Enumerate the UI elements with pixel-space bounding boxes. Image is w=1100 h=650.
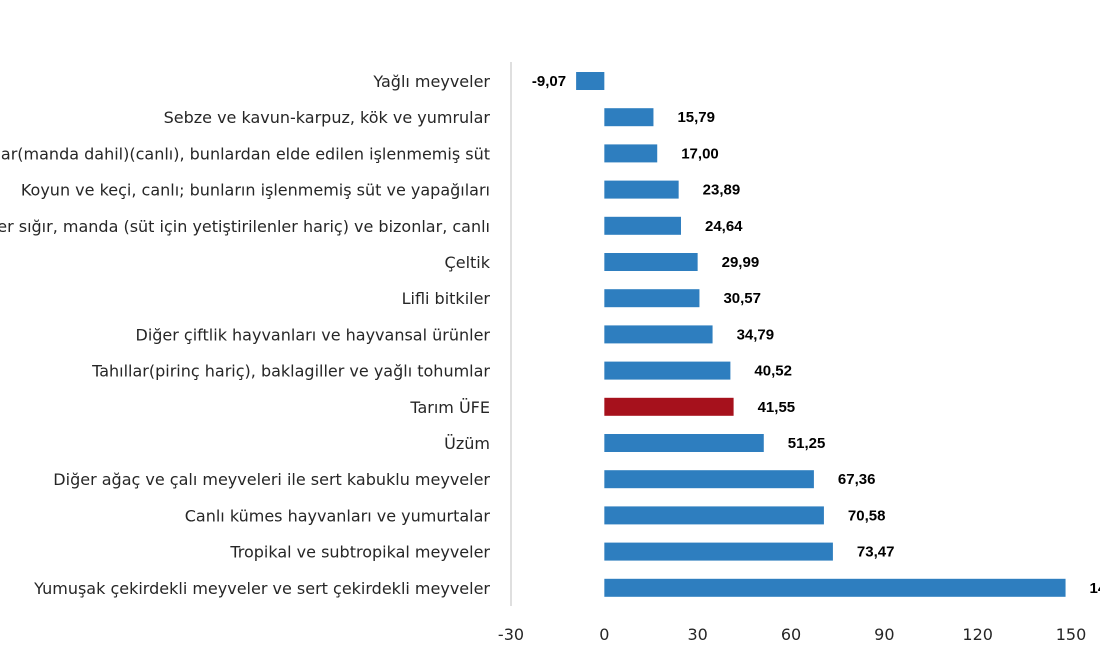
category-label: Diğer ağaç ve çalı meyveleri ile sert ka… [53,470,490,489]
x-tick-label: 150 [1056,625,1087,644]
x-tick-label: 90 [874,625,894,644]
x-axis-tick-labels: -30 0 30 60 90 120 150 [498,625,1086,644]
category-label: Tropikal ve subtropikal meyveler [229,543,490,562]
category-label: Üzüm [444,434,490,453]
bar-canli-kumes-hayvanlari-ve-yumurtalar [604,506,824,525]
category-label: Çeltik [445,253,491,272]
bar-diger-sigir-manda-sut-icin-yetistirilenl [604,216,681,235]
value-label: 73,47 [857,544,895,561]
value-label: 67,36 [838,471,876,488]
category-label: Diğer sığır, manda (süt için yetiştirile… [0,217,490,236]
bars-layer [576,72,1066,597]
bar-yumusak-cekirdekli-meyveler-ve-sert-ceki [604,578,1066,597]
x-tick-label: 60 [781,625,801,644]
bar-tarim-ufe [604,397,734,416]
category-label: Yağlı meyveler [372,72,490,91]
bar-tropikal-ve-subtropikal-meyveler [604,542,833,561]
category-labels: Yağlı meyveler Sebze ve kavun-karpuz, kök… [0,72,491,598]
value-label: 41,55 [758,399,796,416]
category-label: Tahıllar(pirinç hariç), baklagiller ve y… [91,362,490,381]
category-label: Yumuşak çekirdekli meyveler ve sert çeki… [33,579,490,598]
bar-diger-ciftlik-hayvanlari-ve-hayvansal-ur [604,325,713,344]
value-label: 29,99 [722,254,760,271]
bar-diger-agac-ve-cali-meyveleri-ile-sert-ka [604,470,814,489]
bar-celtik [604,253,698,271]
value-label: 70,58 [848,507,886,524]
x-tick-label: 30 [687,625,707,644]
bar-koyun-ve-keci-canli-bunlarin-islenmemis- [604,180,679,199]
bar-tahillar-pirinc-haric-baklagiller-ve-yag [604,361,731,380]
value-label: 17,00 [681,145,719,162]
category-label: Lifli bitkiler [402,289,491,308]
value-label: 30,57 [723,290,761,307]
bar-uzum [604,434,764,452]
value-label: 23,89 [703,182,741,199]
x-tick-label: 120 [962,625,993,644]
value-labels: -9,07 15,79 17,00 23,89 24,64 29,99 30,57 34,79… [532,73,1100,597]
bar-sebze-ve-kavun-karpuz-kok-ve-yumrular [604,108,654,127]
x-tick-label: -30 [498,625,524,644]
value-label: 148,25 [1090,580,1100,597]
value-label: 15,79 [677,109,715,126]
category-label: Diğer çiftlik hayvanları ve hayvansal ür… [136,325,491,344]
value-label: 24,64 [705,218,743,235]
category-label: Tarım ÜFE [409,398,490,417]
category-label: Sığırlar(manda dahil)(canlı), bunlardan … [0,144,490,163]
value-label: 34,79 [737,326,775,343]
bar-lifli-bitkiler [604,289,700,308]
value-label: -9,07 [532,73,566,90]
category-label: Canlı kümes hayvanları ve yumurtalar [185,506,491,525]
bar-sigirlar-manda-dahil-canli-bunlardan-eld [604,144,658,163]
value-label: 40,52 [754,363,792,380]
value-label: 51,25 [788,435,826,452]
category-label: Sebze ve kavun-karpuz, kök ve yumrular [164,108,491,127]
bar-yagli-meyveler [576,72,605,90]
x-tick-label: 0 [599,625,609,644]
category-label: Koyun ve keçi, canlı; bunların işlenmemi… [21,181,490,200]
